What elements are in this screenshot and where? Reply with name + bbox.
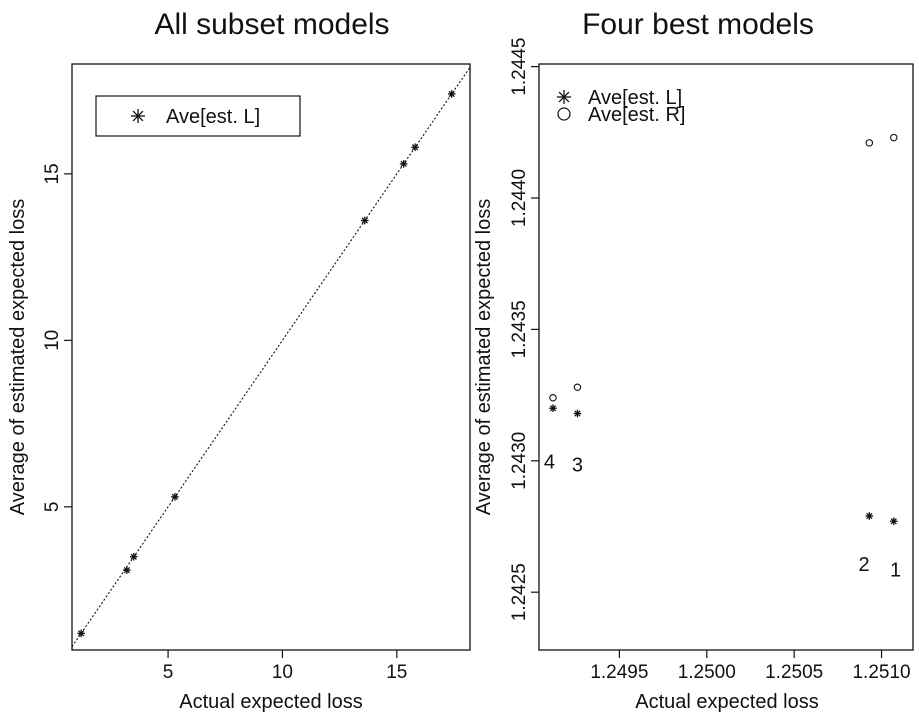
legend-marker-circle [558,108,570,120]
legend-asterisk [131,109,145,123]
y-tick-label: 1.2425 [509,563,530,621]
y-tick-label: 1.2445 [509,38,530,96]
data-point-asterisk [866,512,874,520]
x-tick-label: 1.2505 [765,662,823,683]
data-point-asterisk [130,553,138,561]
data-point-circle [866,140,872,146]
legend-label: Ave[est. R] [588,104,685,126]
y-tick-label: 1.2430 [509,432,530,490]
data-point-asterisk [549,404,557,412]
legend-asterisk [557,90,571,104]
x-tick-label: 15 [386,662,407,683]
x-axis-label: Actual expected loss [179,691,362,713]
legend: Ave[est. L] [96,96,300,136]
legend: Ave[est. L] Ave[est. R] [557,87,685,126]
plot-frame [72,64,470,650]
data-point-circle [550,395,556,401]
data-point-asterisk [448,90,456,98]
data-point-asterisk [171,493,179,501]
legend-marker [131,109,145,123]
data-point-asterisk [411,143,419,151]
x-tick-label: 1.2510 [852,662,910,683]
y-axis-label: Average of estimated expected loss [473,199,495,515]
data-point-circle [891,134,897,140]
model-number-label: 3 [572,454,583,476]
x-tick-label: 1.2495 [590,662,648,683]
legend-marker-asterisk [557,90,571,104]
x-tick-label: 1.2500 [678,662,736,683]
model-number-label: 1 [890,559,901,581]
legend-label: Ave[est. L] [166,106,260,128]
data-point-asterisk [361,217,369,225]
plot-frame [539,64,913,650]
panel-four-best-models: Four best models 1.2495 1.2500 1.2505 1.251… [473,8,913,713]
x-tick-label: 5 [163,662,174,683]
data-point-asterisk [77,630,85,638]
data-point-asterisk [123,566,131,574]
data-point-asterisk [574,410,582,418]
chart-title: All subset models [154,8,389,41]
y-tick-label: 15 [42,163,63,184]
model-number-label: 2 [859,554,870,576]
y-tick-label: 1.2440 [509,169,530,227]
panel-all-subset-models: All subset models 5 10 15 5 10 15 Ave[est. L… [7,8,470,713]
data-point-circle [574,384,580,390]
data-point-asterisk [890,517,898,525]
model-number-label: 4 [544,452,555,474]
data-point-asterisk [400,160,408,168]
y-tick-label: 10 [42,330,63,351]
x-axis-label: Actual expected loss [635,691,818,713]
y-tick-label: 5 [42,502,63,513]
y-tick-label: 1.2435 [509,300,530,358]
y-axis-label: Average of estimated expected loss [7,199,29,515]
x-tick-label: 10 [272,662,293,683]
chart-title: Four best models [582,8,814,41]
reference-line [72,67,470,646]
